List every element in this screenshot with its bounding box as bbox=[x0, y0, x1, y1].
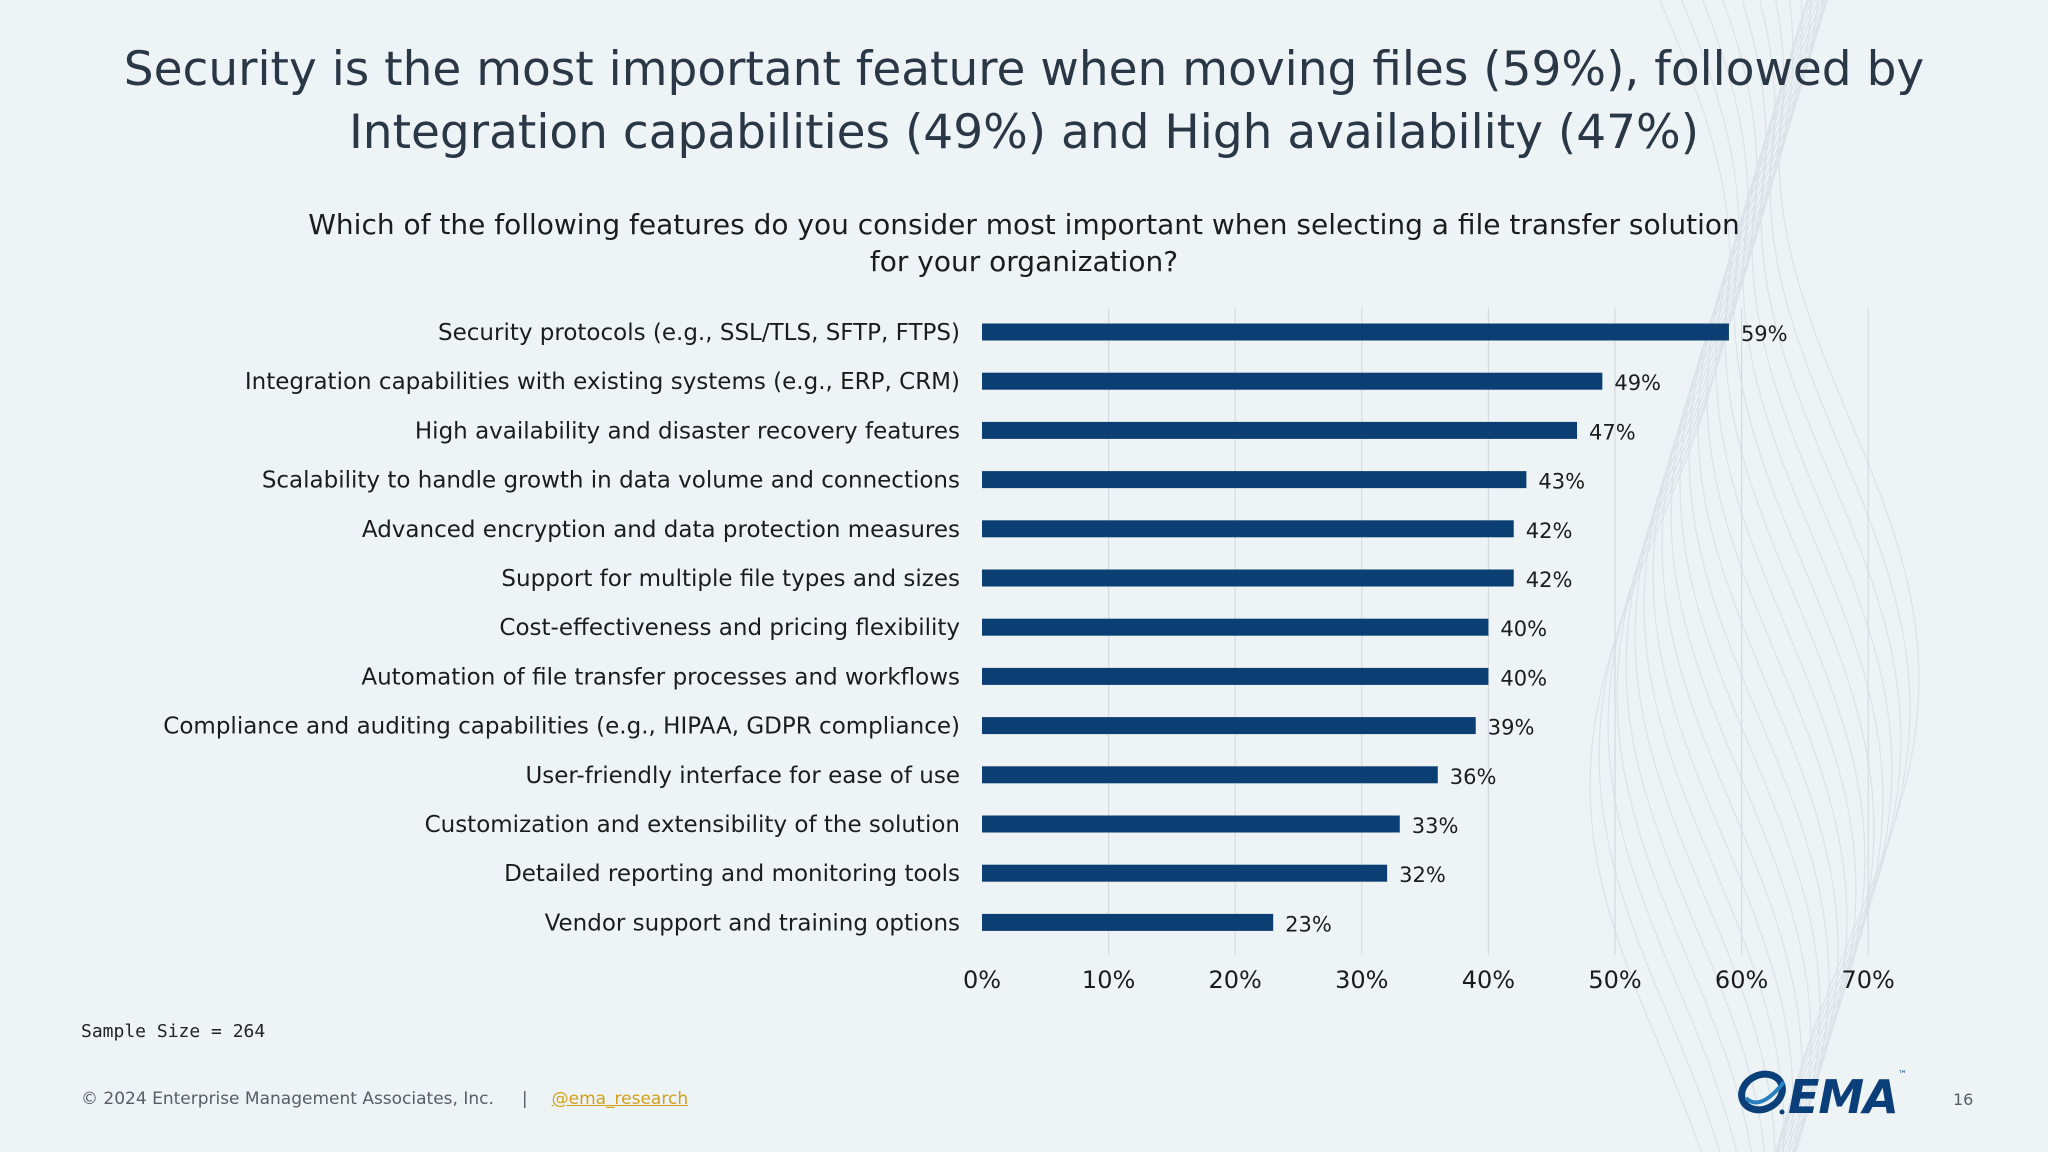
x-tick-label: 40% bbox=[1462, 966, 1515, 994]
bar bbox=[982, 618, 1489, 636]
x-tick-label: 0% bbox=[963, 966, 1001, 994]
category-label: Cost-effectiveness and pricing flexibili… bbox=[499, 615, 960, 641]
ema-swoosh-icon bbox=[1738, 1070, 1786, 1115]
category-labels: Security protocols (e.g., SSL/TLS, SFTP,… bbox=[163, 320, 960, 936]
value-label: 43% bbox=[1538, 470, 1585, 494]
value-label: 40% bbox=[1500, 617, 1547, 641]
sample-size-note: Sample Size = 264 bbox=[81, 1021, 266, 1042]
x-tick-label: 60% bbox=[1715, 966, 1768, 994]
x-tick-label: 10% bbox=[1082, 966, 1135, 994]
value-label: 36% bbox=[1450, 765, 1497, 789]
footer: © 2024 Enterprise Management Associates,… bbox=[81, 1089, 688, 1109]
bar bbox=[982, 372, 1603, 390]
footer-separator: | bbox=[521, 1089, 528, 1109]
category-label: Detailed reporting and monitoring tools bbox=[504, 861, 960, 887]
x-tick-label: 50% bbox=[1588, 966, 1641, 994]
logo-wordmark: EMA bbox=[1788, 1070, 1899, 1124]
bar bbox=[982, 766, 1438, 784]
category-label: Scalability to handle growth in data vol… bbox=[262, 468, 960, 494]
logo-trademark: ™ bbox=[1898, 1070, 1907, 1080]
page-number: 16 bbox=[1953, 1090, 1974, 1109]
x-tick-label: 70% bbox=[1842, 966, 1895, 994]
category-label: Support for multiple file types and size… bbox=[501, 566, 960, 592]
value-label: 49% bbox=[1614, 371, 1661, 395]
bar bbox=[982, 815, 1400, 833]
category-label: Integration capabilities with existing s… bbox=[245, 369, 960, 395]
category-label: Vendor support and training options bbox=[545, 910, 960, 936]
value-label: 42% bbox=[1526, 519, 1573, 543]
value-label: 32% bbox=[1399, 863, 1446, 887]
bar bbox=[982, 864, 1388, 882]
value-label: 23% bbox=[1285, 912, 1332, 936]
bar bbox=[982, 471, 1527, 489]
x-tick-label: 20% bbox=[1209, 966, 1262, 994]
bar bbox=[982, 323, 1729, 341]
bar bbox=[982, 520, 1514, 538]
value-label: 40% bbox=[1500, 666, 1547, 690]
x-axis-tick-labels: 0% 10% 20% 30% 40% 50% 60% 70% bbox=[963, 966, 1895, 994]
chart-question: Which of the following features do you c… bbox=[308, 208, 1740, 278]
category-label: Compliance and auditing capabilities (e.… bbox=[163, 714, 960, 740]
category-label: User-friendly interface for ease of use bbox=[525, 763, 960, 789]
value-label: 47% bbox=[1589, 420, 1636, 444]
value-label: 33% bbox=[1412, 814, 1459, 838]
bar bbox=[982, 913, 1274, 931]
bar bbox=[982, 569, 1514, 587]
value-labels: 59% 49% 47% 43% 42% 42% 40% 40% 39% 36% 33% 32% 23% bbox=[1285, 322, 1787, 936]
ema-logo: EMA ™ bbox=[1738, 1068, 1908, 1126]
value-label: 59% bbox=[1741, 322, 1788, 346]
category-label: Advanced encryption and data protection … bbox=[362, 517, 960, 543]
value-label: 39% bbox=[1488, 716, 1535, 740]
twitter-handle-link[interactable]: @ema_research bbox=[551, 1089, 689, 1109]
bars bbox=[982, 323, 1729, 931]
slide-headline: Security is the most important feature w… bbox=[123, 42, 1925, 160]
x-tick-label: 30% bbox=[1335, 966, 1388, 994]
copyright-text: © 2024 Enterprise Management Associates,… bbox=[81, 1089, 494, 1109]
value-label: 42% bbox=[1526, 568, 1573, 592]
bar bbox=[982, 667, 1489, 685]
category-label: Security protocols (e.g., SSL/TLS, SFTP,… bbox=[438, 320, 960, 346]
category-label: Customization and extensibility of the s… bbox=[425, 812, 960, 838]
bar bbox=[982, 421, 1578, 439]
bar bbox=[982, 717, 1476, 735]
category-label: High availability and disaster recovery … bbox=[415, 418, 960, 444]
category-label: Automation of file transfer processes an… bbox=[361, 664, 960, 690]
